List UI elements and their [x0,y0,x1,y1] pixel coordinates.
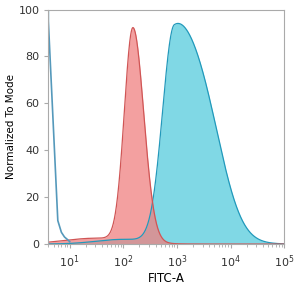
Y-axis label: Normalized To Mode: Normalized To Mode [6,74,16,179]
X-axis label: FITC-A: FITC-A [148,272,185,285]
